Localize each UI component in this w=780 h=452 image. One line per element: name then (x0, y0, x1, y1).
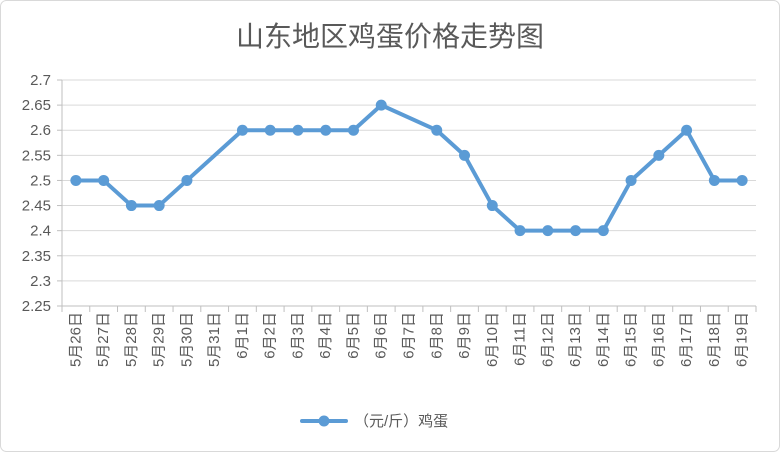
y-tick-label: 2.5 (30, 172, 51, 189)
x-tick-label: 6月14日 (595, 312, 612, 367)
data-point (125, 200, 137, 212)
y-tick-label: 2.7 (30, 72, 51, 89)
x-tick-label: 6月4日 (317, 312, 334, 359)
data-point (264, 124, 276, 136)
y-axis: 2.25 2.3 2.35 2.4 2.45 2.5 2.55 2.6 2.65 2.7 (22, 72, 63, 315)
x-tick-label: 6月6日 (373, 312, 390, 359)
data-point (292, 124, 304, 136)
x-tick-label: 6月7日 (401, 312, 418, 359)
x-tick-label: 6月16日 (650, 312, 667, 367)
data-point (708, 174, 720, 186)
data-point (320, 124, 332, 136)
x-tick-label: 6月5日 (345, 312, 362, 359)
chart-title: 山东地区鸡蛋价格走势图 (236, 21, 544, 52)
x-tick-label: 5月28日 (123, 312, 140, 367)
y-tick-label: 2.65 (22, 97, 51, 114)
data-point (736, 174, 748, 186)
gridlines (62, 79, 756, 282)
x-tick-label: 6月15日 (623, 312, 640, 367)
data-point (459, 149, 471, 161)
y-tick-label: 2.3 (30, 273, 51, 290)
x-tick-label: 5月30日 (178, 312, 195, 367)
x-tick-label: 5月31日 (206, 312, 223, 367)
x-tick-label: 6月13日 (567, 312, 584, 367)
y-tick-label: 2.45 (22, 198, 51, 215)
x-tick-label: 5月26日 (67, 312, 84, 367)
x-tick-label: 6月12日 (539, 312, 556, 367)
x-tick-label: 6月17日 (678, 312, 695, 367)
x-tick-label: 6月9日 (456, 312, 473, 359)
data-point (153, 200, 165, 212)
y-tick-label: 2.55 (22, 147, 51, 164)
y-tick-label: 2.6 (30, 122, 51, 139)
data-point (431, 124, 443, 136)
data-point (597, 225, 609, 237)
x-axis: 5月26日 5月27日 5月28日 5月29日 5月30日 5月31日 6月1日 6月2日 6月… (61, 305, 757, 367)
x-tick-label: 6月1日 (234, 312, 251, 359)
x-tick-label: 5月29日 (151, 312, 168, 367)
x-tick-label: 6月10日 (484, 312, 501, 367)
x-tick-label: 6月11日 (512, 312, 529, 366)
x-tick-label: 6月18日 (706, 312, 723, 367)
x-tick-label: 6月8日 (428, 312, 445, 359)
data-point (181, 174, 193, 186)
data-point (570, 225, 582, 237)
data-point (98, 174, 110, 186)
legend-label: （元/斤）鸡蛋 (354, 413, 448, 430)
data-point (542, 225, 554, 237)
y-tick-label: 2.25 (22, 298, 51, 315)
data-point (375, 99, 387, 111)
y-tick-label: 2.35 (22, 248, 51, 265)
x-tick-label: 5月27日 (95, 312, 112, 367)
x-tick-label: 6月2日 (262, 312, 279, 359)
y-tick-label: 2.4 (30, 223, 51, 240)
x-tick-label: 6月19日 (734, 312, 751, 367)
data-point (347, 124, 359, 136)
legend: （元/斤）鸡蛋 (300, 413, 448, 430)
data-point (653, 149, 665, 161)
series-eggs (70, 99, 748, 237)
legend-marker (318, 415, 330, 427)
data-point (514, 225, 526, 237)
data-point (70, 174, 82, 186)
data-point (236, 124, 248, 136)
data-point (486, 200, 498, 212)
data-point (681, 124, 693, 136)
x-tick-label: 6月3日 (289, 312, 306, 359)
data-point (625, 174, 637, 186)
